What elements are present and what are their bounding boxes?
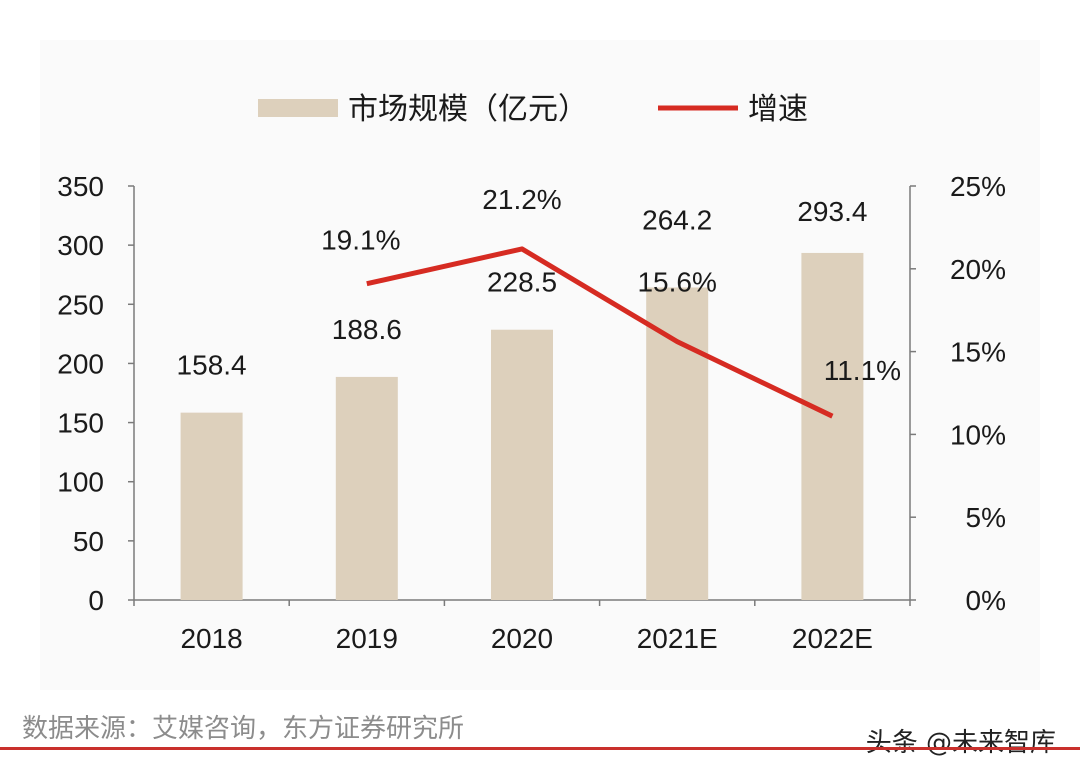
y-right-tick-label: 10% [950, 419, 1006, 450]
bar-2021E [646, 287, 709, 600]
line-series [366, 246, 834, 419]
bottom-rule [0, 747, 1080, 750]
x-tick-label: 2021E [637, 623, 718, 654]
y-right-tick-label: 5% [966, 502, 1006, 533]
y-left-tick-label: 100 [57, 467, 104, 498]
y-right-tick-label: 20% [950, 254, 1006, 285]
bar-value-label: 264.2 [642, 204, 712, 235]
bar-value-label: 158.4 [177, 350, 247, 381]
legend-label-bar: 市场规模（亿元） [348, 92, 588, 127]
y-left-tick-label: 350 [57, 171, 104, 202]
bar-2018 [180, 412, 243, 600]
bar-value-label: 293.4 [797, 196, 867, 227]
growth-value-label: 11.1% [824, 355, 901, 386]
y-right-tick-label: 15% [950, 337, 1006, 368]
y-left-tick-label: 0 [88, 585, 104, 616]
data-labels: 158.4 188.6 228.5 264.2 293.4 19.1% 21.2% 15.6%… [177, 184, 902, 386]
y-right-tick-label: 25% [950, 171, 1006, 202]
growth-value-label: 21.2% [482, 184, 561, 215]
chart-panel: 市场规模（亿元） 增速 0 50 100 150 200 250 300 350 0% 5% 10% 1… [40, 40, 1040, 690]
legend-label-line: 增速 [748, 92, 808, 127]
y-left-tick-label: 300 [57, 230, 104, 261]
bar-series [180, 252, 864, 600]
combo-chart: 市场规模（亿元） 增速 0 50 100 150 200 250 300 350 0% 5% 10% 1… [57, 92, 1006, 654]
growth-line [366, 246, 834, 419]
x-tick-label: 2019 [336, 623, 398, 654]
bar-value-label: 188.6 [332, 314, 402, 345]
bar-2019 [335, 376, 398, 600]
source-note: 数据来源：艾媒咨询，东方证券研究所 [22, 714, 465, 744]
y-right-tick-label: 0% [966, 585, 1006, 616]
y-left-tick-label: 200 [57, 348, 104, 379]
x-tick-label: 2020 [491, 623, 553, 654]
legend-swatch-bar [258, 99, 338, 117]
growth-value-label: 15.6% [637, 267, 716, 298]
chart-legend: 市场规模（亿元） 增速 [258, 92, 808, 127]
x-tick-label: 2022E [792, 623, 873, 654]
bar-2022E [801, 252, 864, 600]
watermark: 头条 @未来智库 [865, 728, 1056, 758]
growth-value-label: 19.1% [321, 225, 400, 256]
chart-axes: 0 50 100 150 200 250 300 350 0% 5% 10% 15% 20% 25% 201… [57, 171, 1006, 654]
y-left-tick-label: 150 [57, 408, 104, 439]
bar-2020 [491, 329, 553, 600]
bar-value-label: 228.5 [487, 267, 557, 298]
y-left-tick-label: 250 [57, 289, 104, 320]
x-tick-label: 2018 [180, 623, 242, 654]
y-left-tick-label: 50 [73, 526, 104, 557]
